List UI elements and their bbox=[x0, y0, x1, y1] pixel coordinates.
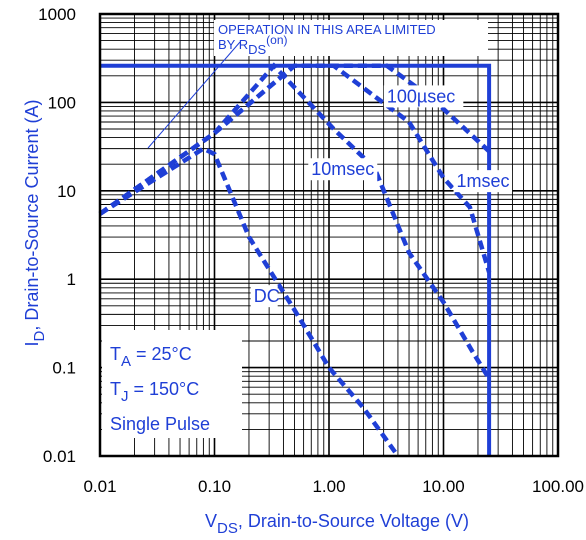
series-line-limit bbox=[100, 63, 492, 456]
y-tick-label: 1000 bbox=[38, 5, 76, 24]
annotation-line2: BY RDS(on) bbox=[218, 33, 288, 57]
series-label-10msec: 10msec bbox=[311, 159, 374, 179]
condition-tj: TJ = 150°C bbox=[110, 379, 199, 405]
series-label-1msec: 1msec bbox=[457, 171, 510, 191]
y-tick-label: 10 bbox=[57, 182, 76, 201]
x-axis-title: VDS, Drain-to-Source Voltage (V) bbox=[205, 511, 469, 537]
x-tick-label: 1.00 bbox=[312, 477, 345, 496]
y-title-main: I bbox=[22, 341, 42, 346]
x-title-rest: , Drain-to-Source Voltage (V) bbox=[238, 511, 469, 531]
ta-rest: = 25°C bbox=[131, 344, 192, 364]
condition-pulse: Single Pulse bbox=[110, 414, 210, 434]
conditions-box: TA = 25°C TJ = 150°C Single Pulse bbox=[102, 330, 242, 438]
series-line-10msec bbox=[98, 62, 492, 380]
series-layer bbox=[98, 62, 492, 458]
y-tick-label: 0.01 bbox=[43, 447, 76, 466]
y-tick-labels: 1000 100 10 1 0.1 0.01 bbox=[38, 5, 76, 466]
series-label-background bbox=[250, 285, 278, 308]
plot-frame bbox=[98, 12, 560, 458]
rds-annotation: OPERATION IN THIS AREA LIMITED BY RDS(on… bbox=[147, 20, 488, 149]
series-line-1msec bbox=[98, 63, 492, 273]
ta-sub: A bbox=[121, 353, 131, 370]
y-tick-label: 1 bbox=[67, 270, 76, 289]
y-tick-label: 100 bbox=[48, 93, 76, 112]
tj-rest: = 150°C bbox=[129, 379, 200, 399]
condition-ta: TA = 25°C bbox=[110, 344, 192, 370]
x-tick-label: 100.00 bbox=[532, 477, 584, 496]
series-labels: 100µsec 1msec 10msec DC bbox=[250, 85, 513, 308]
tj-main: T bbox=[110, 379, 121, 399]
annotation-line1: OPERATION IN THIS AREA LIMITED bbox=[218, 22, 436, 37]
annotation-background bbox=[214, 20, 488, 56]
y-tick-label: 0.1 bbox=[52, 359, 76, 378]
x-tick-label: 10.00 bbox=[422, 477, 465, 496]
series-label-background bbox=[383, 85, 464, 108]
x-tick-label: 0.01 bbox=[83, 477, 116, 496]
x-tick-labels: 0.01 0.10 1.00 10.00 100.00 bbox=[83, 477, 584, 496]
y-title-rest: , Drain-to-Source Current (A) bbox=[22, 100, 42, 331]
series-label-background bbox=[453, 170, 513, 193]
annotation-leader-line bbox=[147, 41, 241, 149]
annotation-line2-sub: DS bbox=[248, 42, 266, 57]
conditions-background bbox=[102, 330, 242, 438]
ta-main: T bbox=[110, 344, 121, 364]
series-line-DC bbox=[98, 146, 400, 458]
series-label-background bbox=[308, 158, 378, 181]
tj-sub: J bbox=[121, 388, 129, 405]
series-label-DC: DC bbox=[254, 286, 280, 306]
y-axis-title: ID, Drain-to-Source Current (A) bbox=[22, 100, 48, 347]
annotation-line2-post: (on) bbox=[266, 33, 287, 47]
x-tick-label: 0.10 bbox=[198, 477, 231, 496]
annotation-line2-pre: BY R bbox=[218, 37, 248, 52]
y-title-sub: D bbox=[31, 330, 48, 341]
x-title-sub: DS bbox=[217, 520, 238, 537]
x-title-main: V bbox=[205, 511, 217, 531]
series-label-100µsec: 100µsec bbox=[387, 86, 455, 106]
